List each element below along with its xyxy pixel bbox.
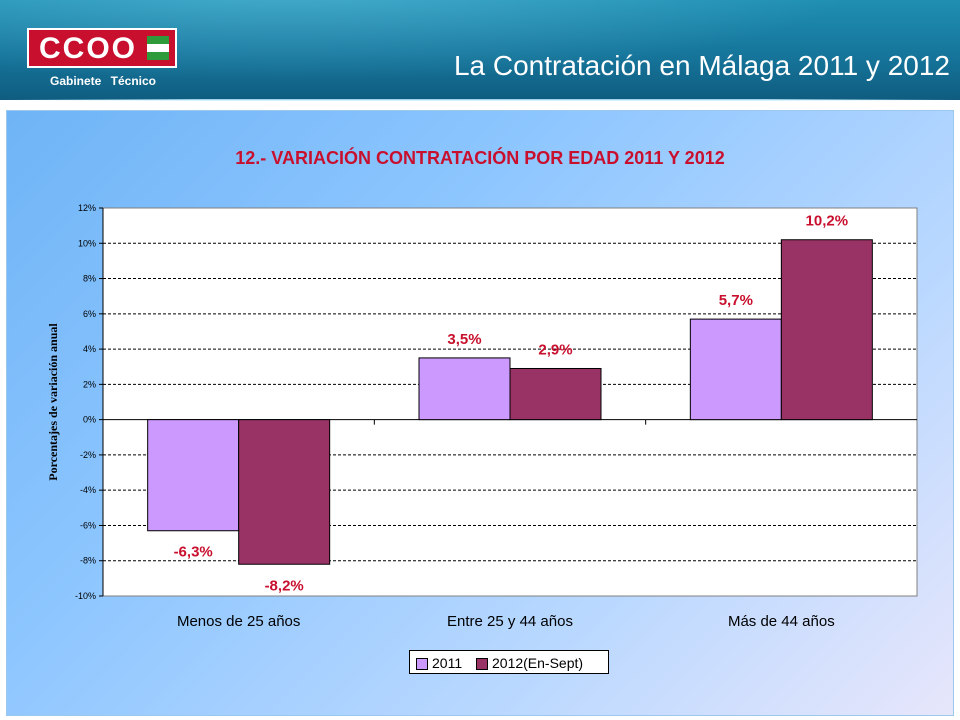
chart-title: 12.- VARIACIÓN CONTRATACIÓN POR EDAD 201… [235, 148, 725, 168]
x-category-label: Menos de 25 años [177, 613, 300, 630]
legend-label-2012: 2012(En-Sept) [492, 655, 584, 671]
y-tick-label: 10% [78, 238, 96, 248]
y-tick-label: 0% [83, 415, 96, 425]
bar-2011 [147, 419, 240, 532]
data-label: 10,2% [806, 213, 849, 230]
bar-2011 [418, 357, 511, 421]
data-label: 2,9% [538, 341, 572, 358]
data-label: 3,5% [447, 331, 481, 348]
slide-header: CCOO Gabinete Técnico La Contratación en… [0, 0, 960, 101]
data-label: -8,2% [265, 577, 304, 594]
y-tick-label: 6% [83, 309, 96, 319]
data-label: 5,7% [719, 292, 753, 309]
chart-legend: 2011 2012(En-Sept) [409, 650, 609, 674]
x-category-label: Entre 25 y 44 años [447, 613, 573, 630]
data-label: -6,3% [174, 544, 213, 561]
bar-2012 [780, 239, 873, 421]
bar-2012 [238, 419, 331, 565]
bar-2011 [689, 318, 782, 421]
logo-subtitle: Gabinete Técnico [49, 74, 157, 88]
y-tick-label: -2% [80, 450, 96, 460]
page-title: La Contratación en Málaga 2011 y 2012 [453, 50, 950, 81]
y-tick-label: 4% [83, 344, 96, 354]
ccoo-logo: CCOO [27, 28, 177, 68]
y-tick-label: -10% [75, 591, 96, 601]
bar-2012 [509, 367, 602, 421]
y-tick-label: -8% [80, 556, 96, 566]
legend-label-2011: 2011 [432, 655, 463, 671]
y-tick-label: 12% [78, 203, 96, 213]
logo-text: CCOO [39, 32, 137, 65]
x-category-label: Más de 44 años [728, 613, 835, 630]
y-tick-label: 2% [83, 379, 96, 389]
y-tick-label: -4% [80, 485, 96, 495]
y-axis-title: Porcentajes de variación anual [46, 323, 60, 481]
legend-swatch-2011 [416, 658, 428, 670]
header-divider [12, 99, 952, 101]
y-tick-label: -6% [80, 520, 96, 530]
legend-swatch-2012 [476, 658, 488, 670]
y-tick-label: 8% [83, 274, 96, 284]
andalusia-flag-icon [147, 36, 169, 60]
